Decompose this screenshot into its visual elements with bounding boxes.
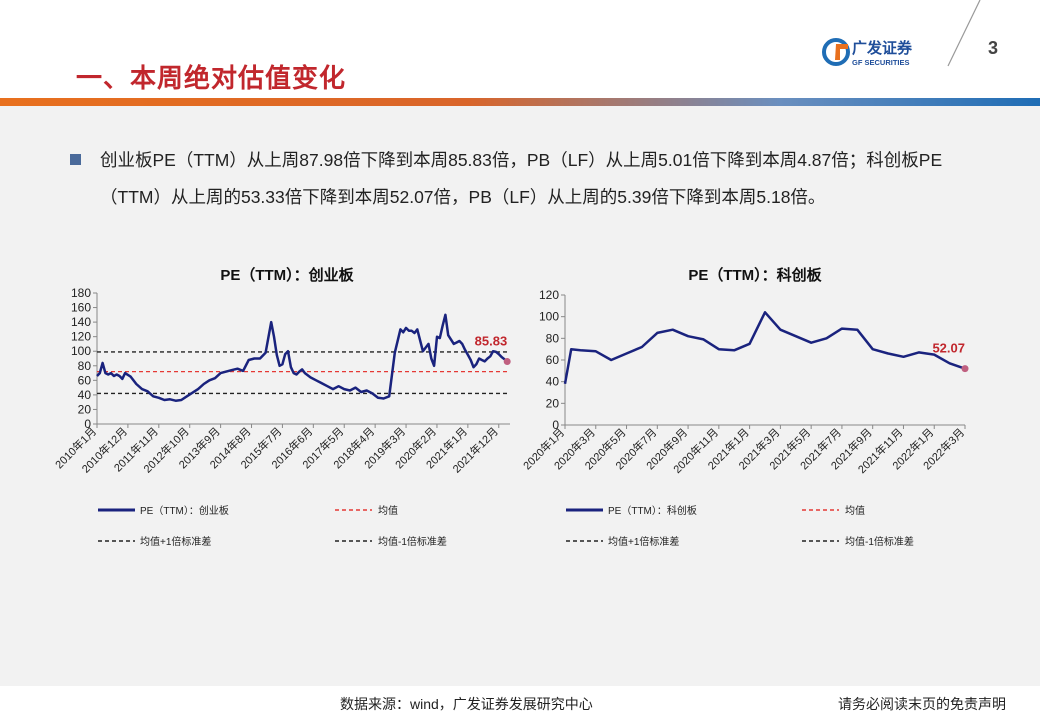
last-value-label: 85.83 [475, 334, 508, 349]
gf-securities-logo: 广发证券 GF SECURITIES [822, 38, 913, 67]
series-line [96, 313, 508, 402]
summary-text: 创业板PE（TTM）从上周87.98倍下降到本周85.83倍，PB（LF）从上周… [100, 150, 943, 207]
legend-right: PE（TTM）：科创板 均值 均值+1倍标准差 均值-1倍标准差 [566, 504, 914, 548]
logo-name: 广发证券 [852, 39, 913, 57]
legend-minus-label: 均值-1倍标准差 [845, 535, 914, 548]
slide-header: 一、本周绝对估值变化 广发证券 GF SECURITIES 3 [0, 0, 1040, 102]
legend-series-label: PE（TTM）：科创板 [608, 504, 697, 517]
page-number: 3 [988, 38, 999, 58]
chart-chinext-pe: PE（TTM）：创业板 0 20 40 60 80 100 120 140 160 180 2010… [52, 258, 522, 563]
legend-left: PE（TTM）：创业板 均值 均值+1倍标准差 均值-1倍标准差 [98, 504, 447, 548]
y-tick-label: 0 [552, 418, 559, 432]
last-point-marker [503, 358, 511, 366]
y-tick-label: 120 [539, 288, 559, 302]
y-tick-label: 60 [78, 373, 92, 387]
bullet-square-icon [70, 154, 81, 165]
y-tick-label: 40 [78, 388, 92, 402]
legend-mean-label: 均值 [845, 504, 865, 517]
last-point-marker [961, 365, 969, 373]
content-area [0, 106, 1040, 686]
y-tick-label: 120 [71, 330, 91, 344]
y-tick-label: 20 [78, 402, 92, 416]
legend-plus-label: 均值+1倍标准差 [608, 535, 679, 548]
header-divider-slash [947, 0, 981, 67]
legend-plus-label: 均值+1倍标准差 [140, 535, 211, 548]
y-tick-label: 40 [546, 375, 560, 389]
y-tick-label: 100 [71, 344, 91, 358]
chart-title: PE（TTM）：创业板 [220, 266, 354, 284]
y-tick-label: 100 [539, 310, 559, 324]
y-tick-label: 180 [71, 286, 91, 300]
chart-star-pe: PE（TTM）：科创板 0 20 40 60 80 100 120 2020年1月 2020年3… [520, 258, 990, 563]
footer-disclaimer: 请务必阅读末页的免责声明 [838, 696, 1006, 712]
y-tick-label: 80 [78, 359, 92, 373]
legends: PE（TTM）：创业板 均值 均值+1倍标准差 均值-1倍标准差 PE（TTM）… [98, 504, 914, 548]
chart-chinext-svg: PE（TTM）：创业板 0204060801001201401601802010… [52, 266, 511, 476]
header-gradient-bar [0, 98, 1040, 106]
page-title: 一、本周绝对估值变化 [76, 63, 347, 93]
chart-title: PE（TTM）：科创板 [688, 266, 822, 284]
logo-subtitle: GF SECURITIES [852, 58, 910, 67]
last-value-label: 52.07 [932, 341, 965, 356]
y-tick-label: 60 [546, 353, 560, 367]
series-line [563, 311, 966, 385]
y-tick-label: 20 [546, 396, 560, 410]
legend-mean-label: 均值 [378, 504, 398, 517]
y-tick-label: 80 [546, 331, 560, 345]
chart-star-svg: PE（TTM）：科创板 0204060801001202020年1月2020年3… [520, 266, 969, 476]
footer-source: 数据来源：wind，广发证券发展研究中心 [340, 696, 593, 712]
legend-series-label: PE（TTM）：创业板 [140, 504, 229, 517]
y-tick-label: 140 [71, 315, 91, 329]
legend-minus-label: 均值-1倍标准差 [378, 535, 447, 548]
y-tick-label: 0 [84, 417, 91, 431]
y-tick-label: 160 [71, 301, 91, 315]
